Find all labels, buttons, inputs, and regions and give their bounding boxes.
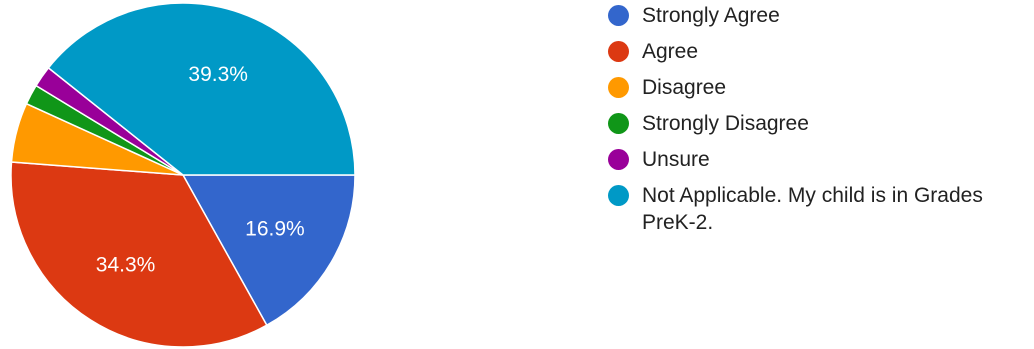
legend-swatch xyxy=(608,77,629,98)
legend-label: Strongly Disagree xyxy=(642,112,809,135)
legend-label: Not Applicable. My child is in Grades Pr… xyxy=(642,184,983,234)
legend-swatch xyxy=(608,41,629,62)
pie-slice-not-applicable xyxy=(47,2,356,176)
legend-item-disagree: Disagree xyxy=(608,74,1028,101)
pie-data-label: 16.9% xyxy=(245,217,305,240)
legend-swatch xyxy=(608,149,629,170)
legend-label: Unsure xyxy=(642,148,710,171)
legend-item-not-applicable: Not Applicable. My child is in Grades Pr… xyxy=(608,182,1028,236)
pie-slice-strongly-agree xyxy=(181,174,356,327)
legend-item-agree: Agree xyxy=(608,38,1028,65)
legend-label: Agree xyxy=(642,40,699,63)
pie-chart: 16.9% 34.3% 39.3% xyxy=(10,2,356,348)
pie-data-label: 39.3% xyxy=(188,63,248,86)
legend-swatch xyxy=(608,185,629,206)
legend-item-unsure: Unsure xyxy=(608,146,1028,173)
legend-item-strongly-agree: Strongly Agree xyxy=(608,2,1028,29)
pie-slice-agree xyxy=(10,161,268,348)
legend-item-strongly-disagree: Strongly Disagree xyxy=(608,110,1028,137)
legend-label: Disagree xyxy=(642,76,727,99)
legend-swatch xyxy=(608,5,629,26)
chart-legend: Strongly Agree Agree Disagree Strongly D… xyxy=(608,2,1028,245)
legend-label: Strongly Agree xyxy=(642,4,780,27)
legend-swatch xyxy=(608,113,629,134)
pie-data-label: 34.3% xyxy=(96,253,156,276)
